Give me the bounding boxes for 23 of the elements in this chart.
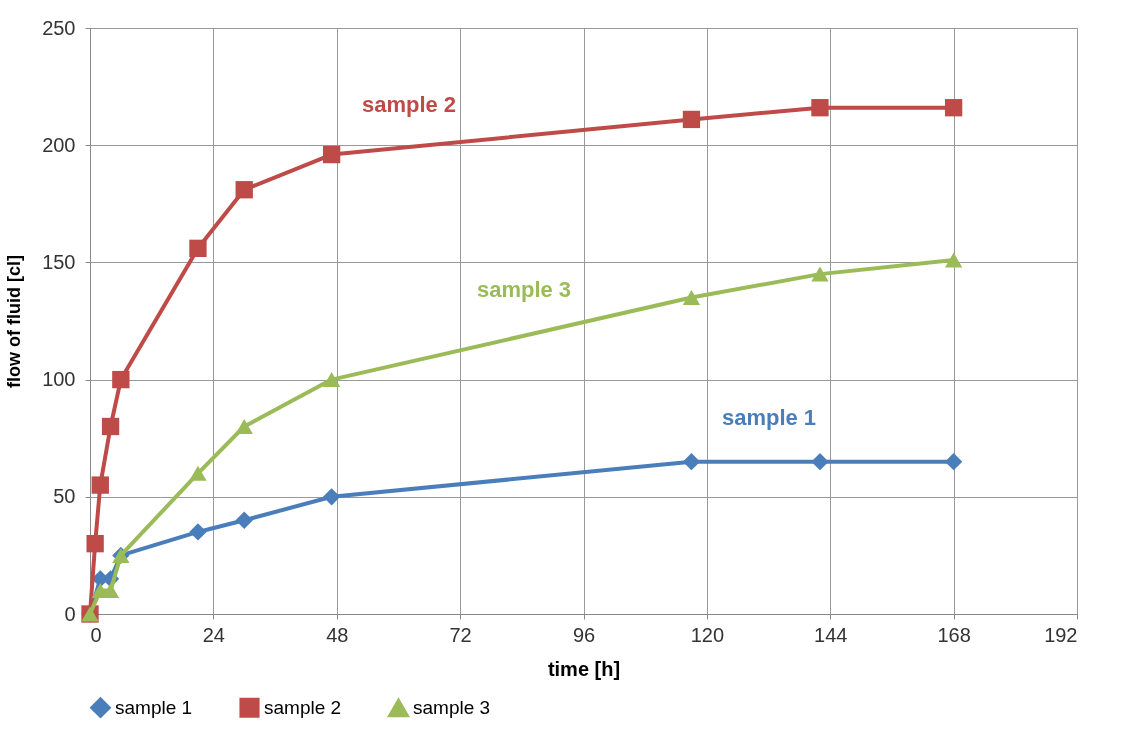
x-tick-label: 24 — [202, 623, 225, 646]
x-tick-label: 192 — [1044, 623, 1078, 646]
y-tick-label: 200 — [42, 133, 76, 156]
x-tick-label: 120 — [690, 623, 725, 646]
x-tick-label: 0 — [90, 623, 102, 646]
legend-label: sample 3 — [413, 697, 491, 719]
x-axis-title: time [h] — [547, 657, 621, 680]
annotation: sample 1 — [721, 405, 817, 430]
annotation: sample 2 — [361, 92, 457, 117]
legend-label: sample 1 — [115, 696, 193, 718]
x-tick-label: 168 — [937, 623, 971, 646]
y-tick-label: 0 — [64, 602, 76, 625]
x-tick-label: 48 — [326, 623, 349, 646]
y-tick-label: 100 — [42, 368, 76, 391]
y-tick-label: 50 — [53, 485, 76, 508]
annotation: sample 3 — [476, 277, 572, 302]
y-tick-label: 250 — [42, 16, 76, 39]
legend-label: sample 2 — [264, 696, 342, 718]
x-tick-label: 144 — [814, 623, 848, 646]
y-tick-label: 150 — [42, 250, 76, 273]
y-axis-title: flow of fluid [cl] — [4, 255, 25, 388]
x-tick-label: 96 — [572, 623, 596, 646]
x-tick-label: 72 — [449, 623, 472, 646]
